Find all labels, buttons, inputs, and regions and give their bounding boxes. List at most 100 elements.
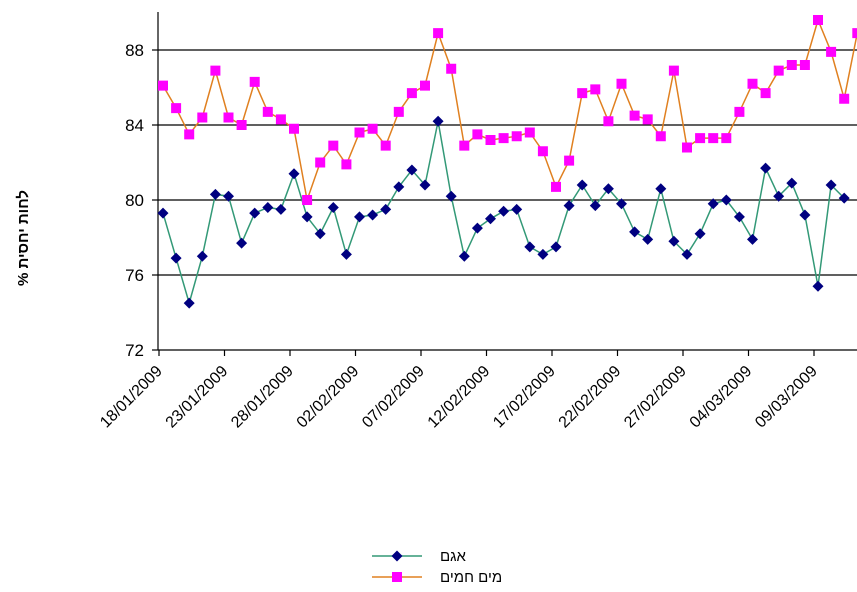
- data-point: [289, 123, 299, 134]
- data-point: [158, 80, 168, 91]
- legend-item: אגם: [372, 548, 467, 565]
- data-point: [747, 233, 758, 245]
- data-point: [616, 198, 627, 210]
- data-point: [367, 123, 378, 134]
- data-point: [668, 235, 680, 247]
- data-point: [708, 133, 719, 144]
- data-point: [471, 222, 483, 234]
- data-point: [327, 202, 339, 213]
- data-point: [734, 106, 745, 117]
- data-point: [616, 78, 627, 89]
- data-point: [406, 164, 418, 176]
- data-point: [341, 159, 352, 170]
- data-point: [275, 114, 286, 125]
- data-point: [720, 194, 732, 206]
- x-tick-label: 27/02/2009: [621, 363, 690, 432]
- legend-label: אגם: [440, 548, 467, 565]
- legend-item: מים חמים: [372, 569, 502, 586]
- legend-marker: [391, 550, 403, 562]
- data-point: [249, 207, 261, 219]
- data-point: [262, 202, 274, 213]
- y-tick-label: 84: [125, 116, 144, 135]
- data-point: [524, 127, 535, 138]
- data-point: [760, 162, 772, 174]
- data-point: [485, 213, 496, 225]
- data-point: [472, 129, 483, 140]
- x-tick-label: 28/01/2009: [228, 363, 297, 432]
- data-point: [196, 250, 208, 262]
- x-tick-label: 09/03/2009: [752, 363, 821, 432]
- data-point: [826, 46, 837, 57]
- data-point: [223, 190, 234, 202]
- data-point: [589, 200, 601, 212]
- data-point: [314, 228, 326, 240]
- data-point: [642, 233, 654, 245]
- data-point: [157, 207, 169, 219]
- legend: אגם מים חמים: [372, 548, 502, 586]
- data-point: [655, 131, 666, 142]
- data-point: [367, 209, 379, 221]
- y-tick-label: 76: [125, 266, 144, 285]
- data-point: [459, 140, 470, 151]
- data-point: [328, 140, 339, 151]
- data-point: [695, 133, 706, 144]
- x-tick-label: 04/03/2009: [687, 363, 756, 432]
- y-tick-label: 80: [125, 191, 144, 210]
- data-point: [838, 192, 850, 204]
- data-point: [210, 65, 221, 76]
- data-point: [275, 203, 287, 215]
- data-point: [524, 241, 536, 253]
- data-point: [564, 155, 575, 166]
- x-tick-label: 22/02/2009: [556, 363, 625, 432]
- legend-marker: [392, 572, 402, 582]
- data-point: [184, 129, 195, 140]
- series-layer: [157, 15, 857, 309]
- data-point: [498, 133, 509, 144]
- data-point: [315, 157, 326, 168]
- data-point: [262, 106, 273, 117]
- data-point: [511, 203, 523, 215]
- data-point: [197, 112, 208, 123]
- data-point: [576, 179, 588, 191]
- data-point: [682, 142, 692, 153]
- data-point: [629, 226, 641, 238]
- x-tick-label: 12/02/2009: [425, 363, 494, 432]
- data-point: [786, 177, 798, 189]
- data-point: [485, 135, 496, 145]
- data-point: [393, 181, 405, 193]
- data-point: [694, 228, 706, 240]
- y-tick-label: 88: [125, 41, 144, 60]
- gridlines: [158, 49, 857, 276]
- y-axis-title: לחות יחסית %: [15, 190, 32, 286]
- data-point: [681, 248, 693, 260]
- x-tick-label: 17/02/2009: [490, 363, 559, 432]
- data-point: [406, 88, 417, 99]
- data-point: [223, 112, 234, 123]
- data-point: [288, 168, 300, 180]
- data-point: [629, 110, 640, 121]
- data-point: [236, 120, 247, 130]
- data-point: [302, 195, 313, 205]
- data-point: [433, 28, 444, 39]
- data-point: [511, 131, 522, 142]
- data-point: [733, 211, 745, 223]
- data-point: [183, 297, 195, 309]
- x-tick-label: 23/01/2009: [163, 363, 232, 432]
- data-point: [602, 183, 614, 195]
- data-point: [813, 15, 823, 25]
- data-point: [551, 181, 561, 192]
- data-point: [380, 140, 391, 151]
- data-point: [550, 241, 562, 253]
- x-tick-label: 02/02/2009: [294, 363, 363, 432]
- data-point: [393, 106, 404, 117]
- data-point: [498, 205, 510, 217]
- data-point: [760, 88, 771, 99]
- data-point: [171, 103, 182, 114]
- data-point: [170, 252, 182, 264]
- data-point: [209, 188, 221, 200]
- data-point: [799, 60, 810, 70]
- axes: [157, 12, 857, 351]
- data-point: [721, 133, 732, 144]
- data-point: [563, 200, 575, 212]
- data-point: [301, 211, 313, 223]
